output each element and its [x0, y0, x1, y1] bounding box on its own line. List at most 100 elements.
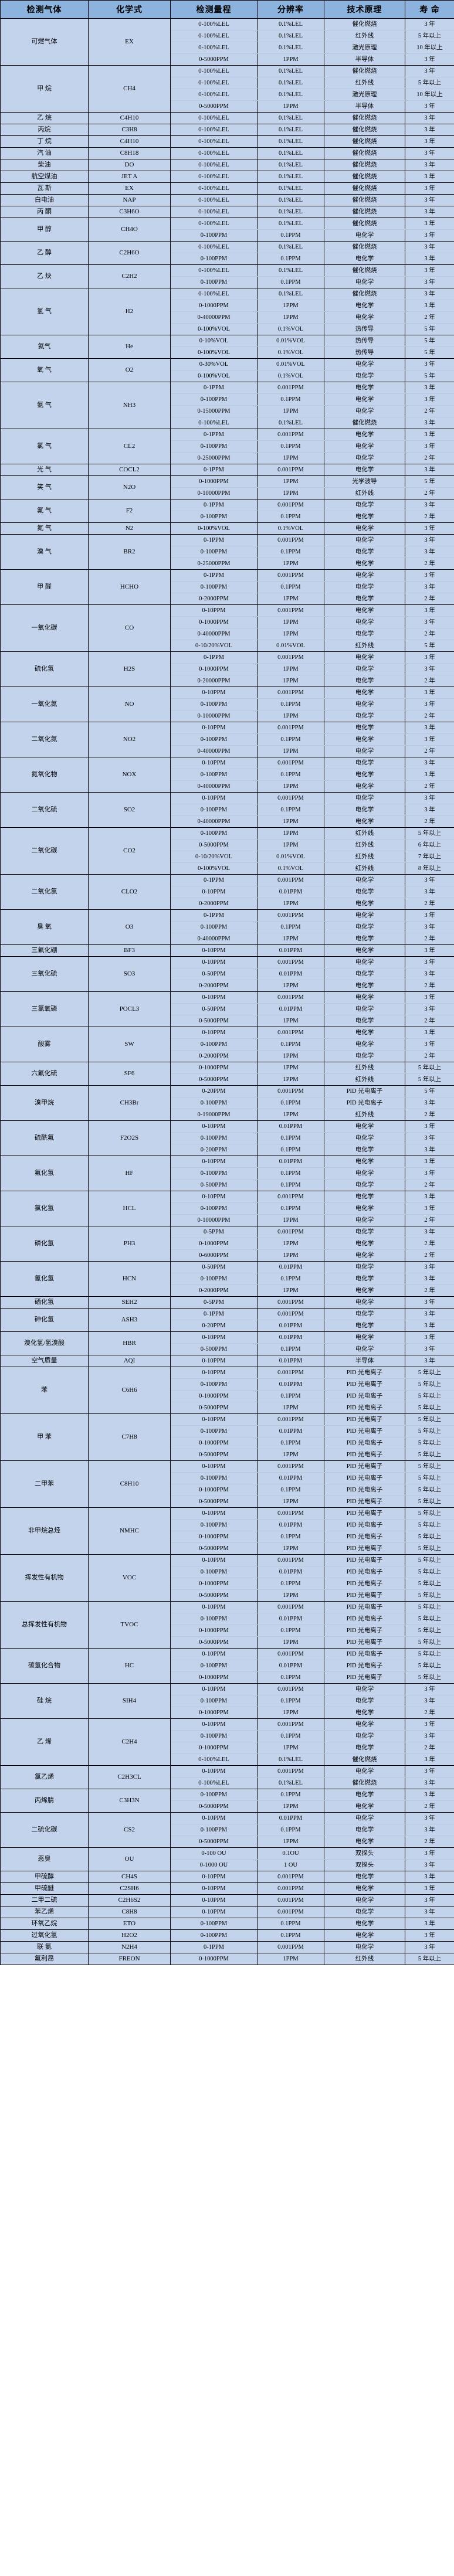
cell-resolution: 0.01PPM — [257, 1378, 324, 1391]
cell-technology: 电化学 — [324, 1331, 405, 1344]
cell-detection-range: 0-10PPM — [170, 722, 258, 734]
cell-detection-range: 0-100PPM — [170, 827, 258, 840]
cell-technology: 半导体 — [324, 100, 405, 113]
cell-chemical-formula: H2S — [88, 651, 171, 687]
cell-chemical-formula: DO — [88, 159, 171, 171]
table-row: 0-40000PPM 1PPM 电化学 2 年 — [1, 780, 454, 793]
cell-gas-name: 甲硫醚 — [0, 1882, 89, 1895]
cell-technology: 催化燃烧 — [324, 171, 405, 183]
table-row: 过氧化氢 H2O2 0-100PPM 0.1PPM 电化学 3 年 — [0, 1929, 454, 1942]
cell-lifetime: 3 年 — [405, 1789, 454, 1801]
cell-detection-range: 0-1PPM — [170, 651, 258, 664]
cell-chemical-formula: SEH2 — [88, 1296, 171, 1309]
cell-chemical-formula: HC — [88, 1648, 171, 1684]
cell-technology: PID 光电离子 — [324, 1671, 405, 1684]
cell-resolution: 0.001PPM — [257, 569, 324, 582]
cell-gas-name: 氰化氢 — [0, 1261, 89, 1297]
cell-detection-range: 0-15000PPM — [170, 405, 258, 417]
col-header-gas: 检测气体 — [0, 0, 89, 19]
cell-detection-range: 0-100%LEL — [170, 171, 258, 183]
cell-chemical-formula: CO — [88, 604, 171, 652]
cell-detection-range: 0-5000PPM — [170, 1542, 258, 1555]
cell-technology: 电化学 — [324, 1707, 405, 1719]
cell-technology: 电化学 — [324, 874, 405, 886]
cell-lifetime: 5 年以上 — [405, 1671, 454, 1684]
cell-chemical-formula: CH4O — [88, 218, 171, 242]
cell-gas-name: 氮氧化物 — [0, 757, 89, 793]
cell-chemical-formula: SW — [88, 1027, 171, 1062]
cell-technology: 电化学 — [324, 1226, 405, 1238]
cell-chemical-formula: C2H6O — [88, 241, 171, 265]
cell-gas-name: 三氯氧磷 — [0, 991, 89, 1027]
cell-technology: 催化燃烧 — [324, 206, 405, 218]
cell-chemical-formula: HCHO — [88, 569, 171, 605]
cell-detection-range: 0-200PPM — [170, 1144, 258, 1156]
cell-resolution: 0.1%LEL — [257, 218, 324, 230]
cell-detection-range: 0-100%LEL — [170, 147, 258, 159]
cell-detection-range: 0-1000PPM — [170, 300, 258, 312]
cell-resolution: 0.001PPM — [257, 382, 324, 394]
cell-technology: 电化学 — [324, 1929, 405, 1942]
cell-technology: 催化燃烧 — [324, 218, 405, 230]
table-row: 0-100PPM 0.1PPM 电化学 3 年 — [1, 1730, 454, 1742]
cell-resolution: 0.1%LEL — [257, 65, 324, 77]
cell-technology: 催化燃烧 — [324, 1753, 405, 1766]
cell-resolution: 0.1%LEL — [257, 417, 324, 429]
cell-gas-name: 氯乙烯 — [0, 1765, 89, 1789]
cell-technology: 电化学 — [324, 452, 405, 464]
table-row: 环氧乙烷 ETO 0-100PPM 0.1PPM 电化学 3 年 — [0, 1918, 454, 1930]
cell-gas-name: 柴油 — [0, 159, 89, 171]
cell-resolution: 1PPM — [257, 405, 324, 417]
table-row: 0-20PPM 0.01PPM 电化学 3 年 — [1, 1320, 454, 1332]
cell-resolution: 0.001PPM — [257, 1413, 324, 1426]
cell-lifetime: 3 年 — [405, 1191, 454, 1203]
cell-resolution: 1PPM — [257, 1707, 324, 1719]
cell-technology: 电化学 — [324, 991, 405, 1004]
cell-technology: 电化学 — [324, 616, 405, 628]
col-header-formula: 化学式 — [88, 0, 171, 19]
cell-technology: PID 光电离子 — [324, 1437, 405, 1449]
cell-detection-range: 0-100%LEL — [170, 1777, 258, 1789]
table-row: 0-100%VOL 0.1%VOL 电化学 5 年 — [1, 370, 454, 382]
cell-resolution: 1PPM — [257, 1542, 324, 1555]
table-row: 0-40000PPM 1PPM 电化学 2 年 — [1, 628, 454, 640]
table-row: 0-2000PPM 1PPM 电化学 2 年 — [1, 898, 454, 910]
cell-resolution: 0.001PPM — [257, 1226, 324, 1238]
table-row: 0-100%LEL 0.1%LEL 催化燃烧 3 年 — [1, 1777, 454, 1789]
cell-resolution: 0.1PPM — [257, 1437, 324, 1449]
table-row: 0-100PPM 0.1PPM 电化学 3 年 — [1, 1202, 454, 1215]
cell-lifetime: 3 年 — [405, 1871, 454, 1883]
cell-lifetime: 3 年 — [405, 944, 454, 957]
cell-chemical-formula: C8H18 — [88, 147, 171, 159]
table-row: 砷化氢 ASH3 0-1PPM 0.001PPM 电化学 3 年 — [0, 1308, 454, 1332]
cell-lifetime: 5 年以上 — [405, 1953, 454, 1965]
cell-detection-range: 0-100PPM — [170, 1425, 258, 1437]
cell-lifetime: 3 年 — [405, 218, 454, 230]
cell-detection-range: 0-100%LEL — [170, 65, 258, 77]
cell-lifetime: 2 年 — [405, 1050, 454, 1062]
cell-gas-name: 苯乙烯 — [0, 1906, 89, 1918]
cell-gas-name: 总挥发性有机物 — [0, 1601, 89, 1649]
cell-technology: 电化学 — [324, 1273, 405, 1285]
cell-detection-range: 0-5PPM — [170, 1296, 258, 1309]
cell-technology: 催化燃烧 — [324, 194, 405, 206]
cell-resolution: 1PPM — [257, 933, 324, 945]
table-row: 0-1000 OU 1 OU 双探头 3 年 — [1, 1859, 454, 1871]
cell-detection-range: 0-5000PPM — [170, 1449, 258, 1461]
cell-detection-range: 0-100PPM — [170, 1918, 258, 1930]
table-row: 0-5000PPM 1PPM PID 光电离子 5 年以上 — [1, 1542, 454, 1555]
cell-technology: 电化学 — [324, 804, 405, 816]
cell-lifetime: 3 年 — [405, 956, 454, 968]
cell-resolution: 1PPM — [257, 1214, 324, 1226]
cell-detection-range: 0-100%LEL — [170, 264, 258, 277]
table-row: 酸雾 SW 0-10PPM 0.001PPM 电化学 3 年 — [0, 1027, 454, 1062]
table-row: 二硫化碳 CS2 0-10PPM 0.01PPM 电化学 3 年 — [0, 1812, 454, 1848]
table-row: 溴 气 BR2 0-1PPM 0.001PPM 电化学 3 年 — [0, 534, 454, 570]
cell-technology: 红外线 — [324, 862, 405, 875]
cell-detection-range: 0-100%LEL — [170, 135, 258, 148]
cell-detection-range: 0-2000PPM — [170, 1284, 258, 1297]
cell-detection-range: 0-1000 OU — [170, 1859, 258, 1871]
cell-lifetime: 3 年 — [405, 147, 454, 159]
cell-chemical-formula: BR2 — [88, 534, 171, 570]
cell-lifetime: 3 年 — [405, 1918, 454, 1930]
